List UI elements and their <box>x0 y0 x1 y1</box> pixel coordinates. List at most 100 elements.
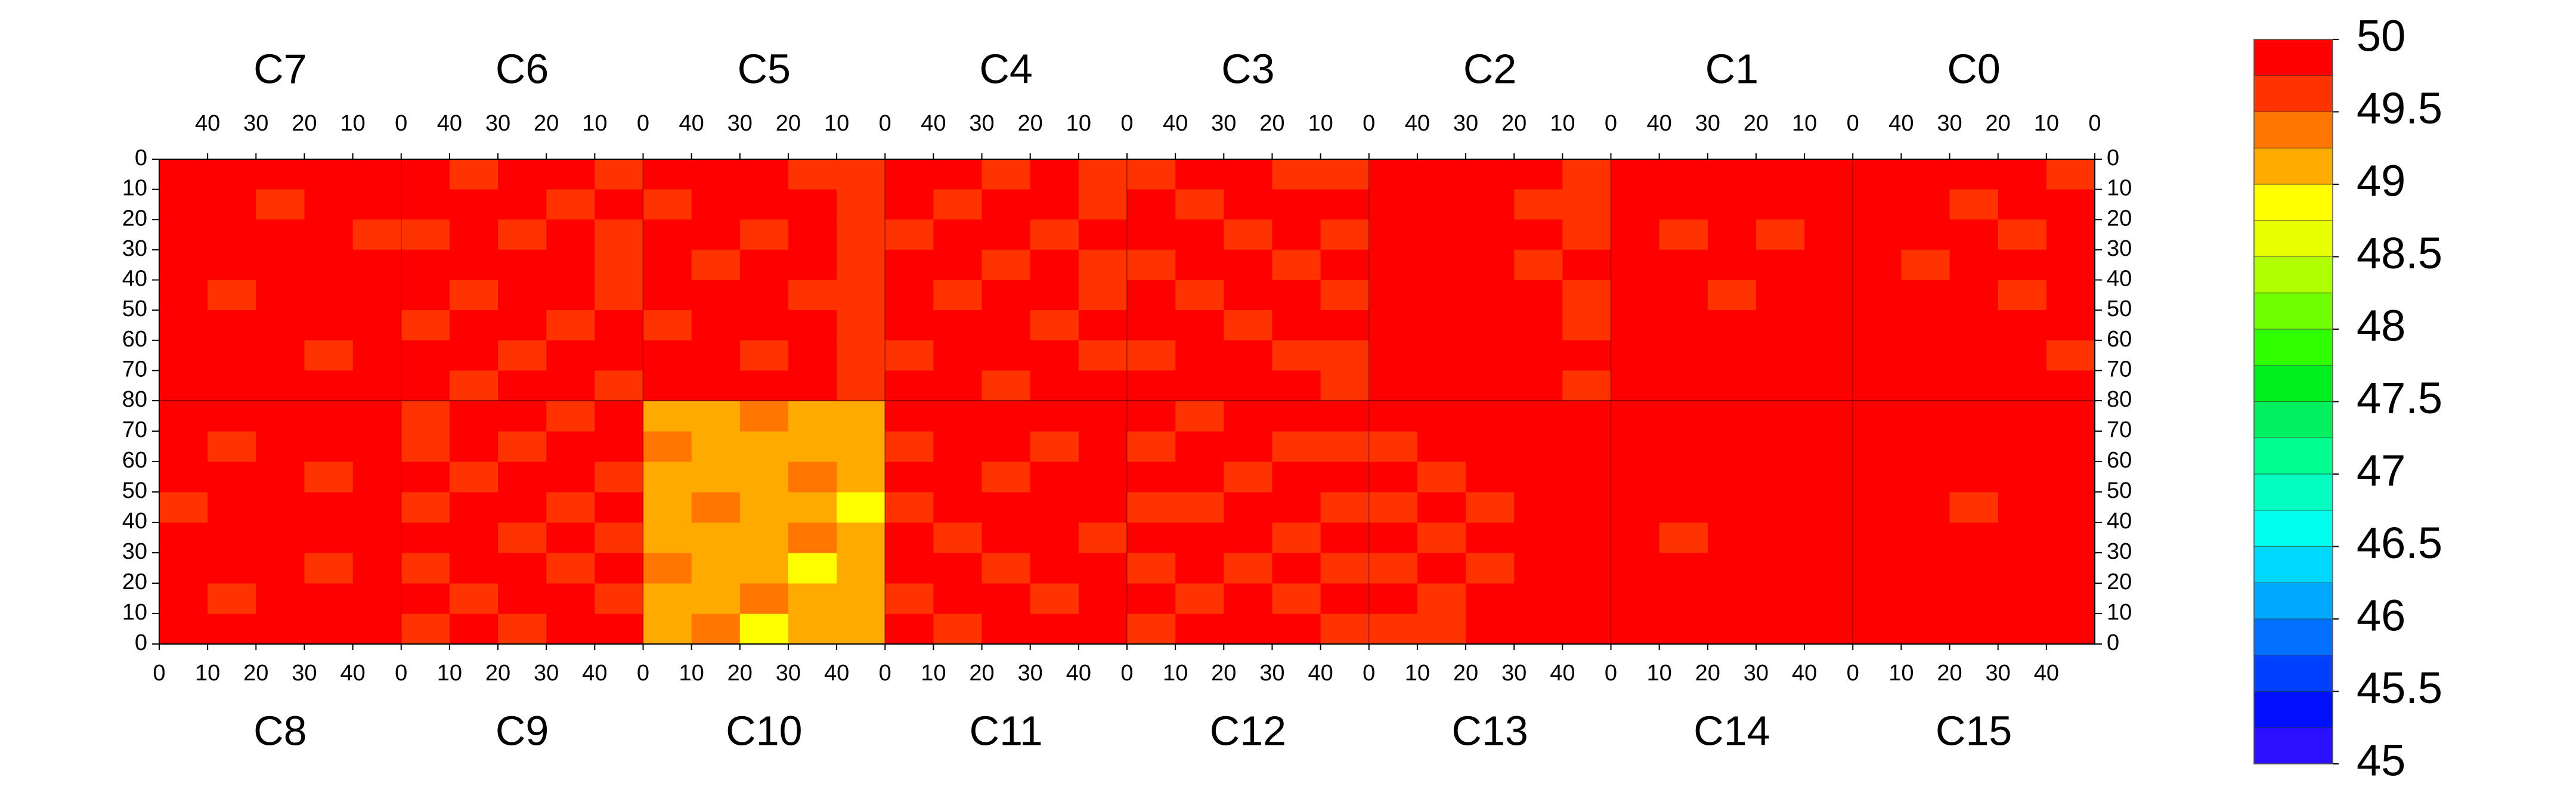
heatmap-cell <box>256 553 305 584</box>
heatmap-cell <box>1853 370 1902 401</box>
x-tick-label: 40 <box>195 111 220 136</box>
colorbar-band <box>2254 546 2333 583</box>
heatmap-cell <box>1272 553 1321 584</box>
heatmap-cell <box>1466 189 1515 220</box>
heatmap-cell <box>885 401 934 432</box>
heatmap-cell <box>498 583 547 614</box>
heatmap-cell <box>595 340 643 371</box>
heatmap-cell <box>1127 340 1176 371</box>
heatmap-cell <box>788 583 837 614</box>
heatmap-cell <box>1804 431 1853 462</box>
heatmap-cell <box>933 522 983 553</box>
heatmap-cell <box>1078 553 1128 584</box>
heatmap-cell <box>1127 522 1176 553</box>
heatmap-cell <box>1901 340 1950 371</box>
heatmap-cell <box>1901 249 1950 280</box>
heatmap-cell <box>352 370 402 401</box>
heatmap-cell <box>982 370 1031 401</box>
x-tick-label: 20 <box>727 661 753 686</box>
heatmap-cell <box>1562 462 1611 493</box>
panel-name: C8 <box>253 707 306 754</box>
heatmap-cell <box>2046 280 2095 311</box>
heatmap-cell <box>1998 370 2047 401</box>
heatmap-cell <box>1030 340 1079 371</box>
heatmap-cell <box>1078 310 1128 341</box>
heatmap-cell <box>1030 401 1079 432</box>
panel-name: C2 <box>1463 45 1516 92</box>
heatmap-cell <box>1707 462 1757 493</box>
heatmap-cell <box>788 370 837 401</box>
heatmap-cell <box>1127 614 1176 645</box>
heatmap-cell <box>256 310 305 341</box>
heatmap-cell <box>837 370 886 401</box>
heatmap-cell <box>546 370 595 401</box>
heatmap-cell <box>304 492 354 523</box>
heatmap-cell <box>1949 249 1999 280</box>
heatmap-cell <box>352 280 402 311</box>
x-tick-label: 30 <box>1986 661 2011 686</box>
heatmap-cell <box>1853 280 1902 311</box>
x-tick-label: 20 <box>485 661 510 686</box>
heatmap-cell <box>1368 219 1418 250</box>
heatmap-cell <box>498 219 547 250</box>
heatmap-cell <box>1320 522 1370 553</box>
x-tick-label: 20 <box>1501 111 1527 136</box>
heatmap-cell <box>1030 189 1079 220</box>
heatmap-cell <box>982 219 1031 250</box>
heatmap-cell <box>1901 614 1950 645</box>
heatmap-cell <box>643 219 692 250</box>
heatmap-cell <box>739 219 789 250</box>
heatmap-cell <box>1417 189 1466 220</box>
heatmap-cell <box>1804 159 1853 190</box>
heatmap-cell <box>401 553 450 584</box>
heatmap-cell <box>352 583 402 614</box>
heatmap-cell <box>1417 280 1466 311</box>
heatmap-cell <box>208 280 256 311</box>
heatmap-cell <box>1224 280 1272 311</box>
heatmap-cell <box>1562 219 1611 250</box>
panel-name: C15 <box>1936 707 2012 754</box>
panel-name: C0 <box>1947 45 2000 92</box>
heatmap-cell <box>691 249 741 280</box>
heatmap-cell <box>1320 462 1370 493</box>
heatmap-cell <box>1755 583 1805 614</box>
colorbar-band <box>2254 148 2333 185</box>
heatmap-cell <box>691 522 741 553</box>
heatmap-cell <box>1901 553 1950 584</box>
heatmap-cell <box>498 159 547 190</box>
heatmap-cell <box>691 614 741 645</box>
heatmap-cell <box>1466 431 1515 462</box>
y-tick-label: 10 <box>2107 176 2132 201</box>
heatmap-cell <box>1611 401 1660 432</box>
heatmap-cell <box>982 310 1031 341</box>
heatmap-cell <box>1417 431 1466 462</box>
heatmap-cell <box>1417 340 1466 371</box>
heatmap-cell <box>788 522 837 553</box>
heatmap-cell <box>595 370 643 401</box>
y-tick-label: 80 <box>2107 387 2132 412</box>
x-tick-label: 30 <box>1695 111 1720 136</box>
heatmap-cell <box>352 159 402 190</box>
heatmap-cell <box>595 189 643 220</box>
x-tick-label: 20 <box>1018 111 1043 136</box>
x-tick-label: 40 <box>437 111 462 136</box>
heatmap-cell <box>885 583 934 614</box>
heatmap-cell <box>2046 310 2095 341</box>
heatmap-cell <box>159 189 208 220</box>
x-tick-label: 20 <box>776 111 801 136</box>
colorbar-tick-label: 47.5 <box>2357 373 2442 423</box>
heatmap-cell <box>1127 583 1176 614</box>
heatmap-cell <box>982 522 1031 553</box>
heatmap-cell <box>595 614 643 645</box>
heatmap-cell <box>1998 340 2047 371</box>
heatmap-cell <box>159 249 208 280</box>
heatmap-cell <box>885 280 934 311</box>
x-tick-label: 40 <box>1888 111 1914 136</box>
heatmap-cell <box>1514 614 1563 645</box>
heatmap-cell <box>691 310 741 341</box>
heatmap-cell <box>1853 219 1902 250</box>
heatmap-cell <box>546 159 595 190</box>
heatmap-cell <box>1562 310 1611 341</box>
x-tick-label: 10 <box>1308 111 1333 136</box>
heatmap-cell <box>933 583 983 614</box>
